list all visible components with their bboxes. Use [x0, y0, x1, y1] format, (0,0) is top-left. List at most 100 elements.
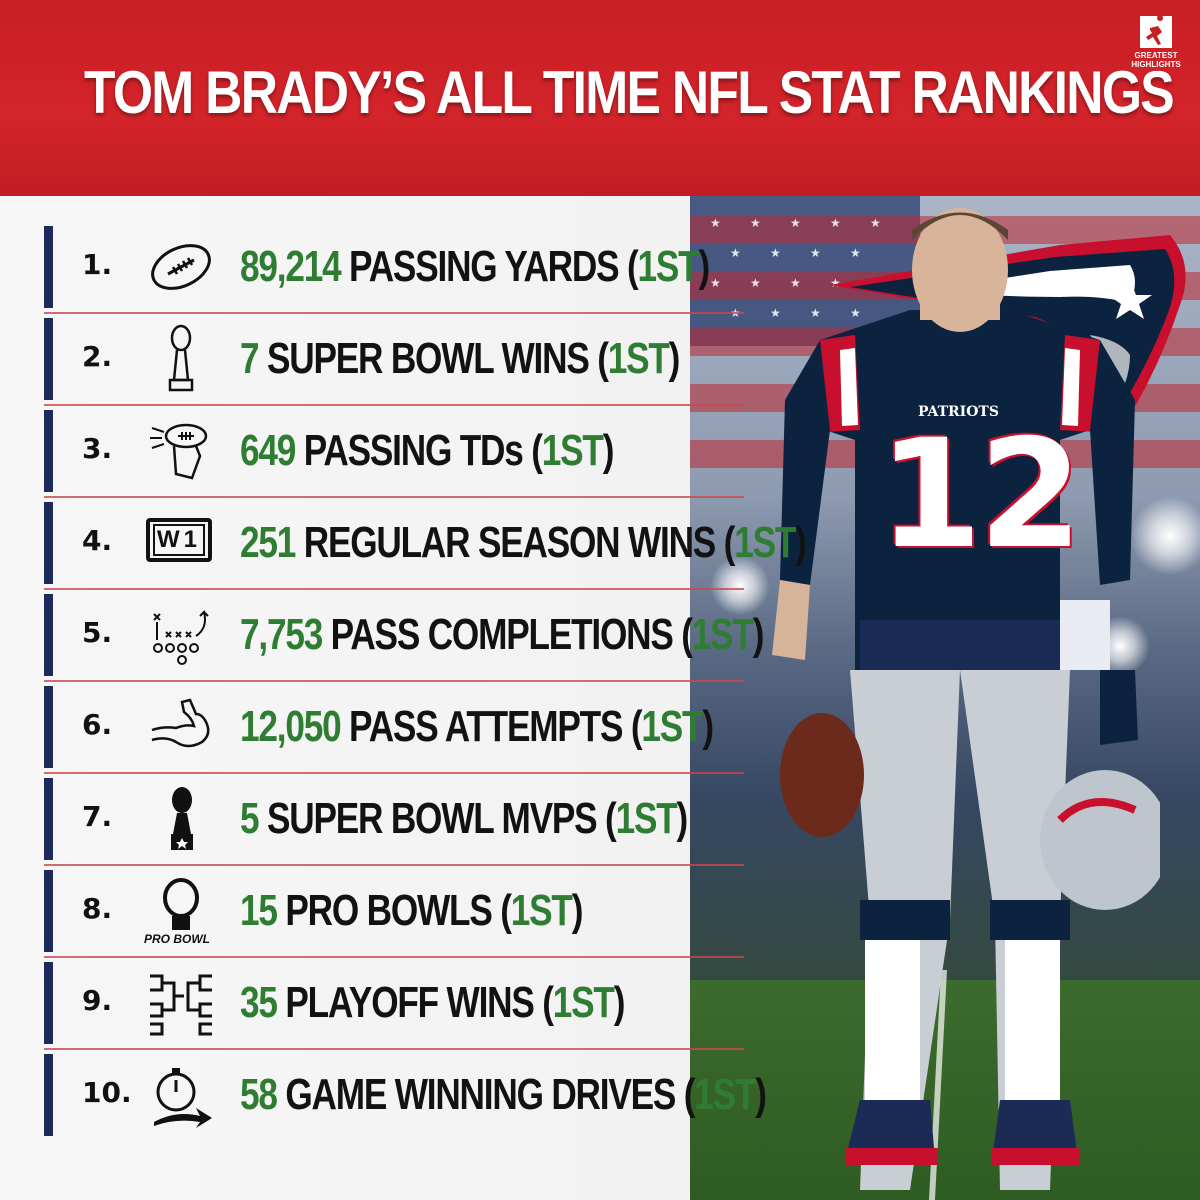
bracket-icon — [150, 974, 212, 1036]
rank-number: 4. — [82, 524, 113, 557]
stopwatch-arrow-icon — [154, 1068, 212, 1128]
flexed-arm-icon — [151, 698, 210, 748]
row-divider — [44, 496, 744, 498]
stat-rank: 1ST — [607, 334, 670, 383]
stat-rank: 1ST — [694, 1070, 756, 1119]
stat-value: 649 — [240, 426, 296, 475]
stat-label: PASSING TDs — [303, 426, 524, 475]
row-divider — [44, 1048, 744, 1050]
list-item: 9. 35 PLAYOFF WINS (1ST) — [44, 962, 744, 1050]
stat-label: SUPER BOWL MVPS — [266, 794, 598, 843]
header-banner: TOM BRADY’S ALL TIME NFL STAT RANKINGS G… — [0, 0, 1200, 196]
rank-number: 3. — [82, 432, 113, 465]
row-accent-bar — [44, 318, 53, 400]
stat-value: 251 — [240, 518, 296, 567]
stat-text: 15 PRO BOWLS (1ST) — [240, 886, 583, 935]
stat-label: SUPER BOWL WINS — [266, 334, 590, 383]
stat-value: 89,214 — [240, 242, 342, 291]
football-icon — [151, 244, 211, 290]
player-photo — [772, 208, 1160, 1190]
stat-rank: 1ST — [691, 610, 754, 659]
row-accent-bar — [44, 870, 53, 952]
brand-name: GREATEST HIGHLIGHTS — [1131, 51, 1181, 69]
list-item: 6. 12,050 PASS ATTEMPTS (1ST) — [44, 686, 744, 774]
rank-number: 8. — [82, 892, 113, 925]
list-item: 7. 5 SUPER BOWL MVPS (1ST) — [44, 778, 744, 866]
stat-label: PASSING YARDS — [349, 242, 620, 291]
rank-number: 1. — [82, 248, 113, 281]
row-divider — [44, 864, 744, 866]
football-field — [690, 980, 1200, 1200]
rank-number: 2. — [82, 340, 113, 373]
scoreboard-label: W1 — [153, 524, 205, 556]
row-divider — [44, 772, 744, 774]
stat-label: PLAYOFF WINS — [285, 978, 535, 1027]
pro-bowl-label: PRO BOWL — [144, 932, 210, 946]
row-accent-bar — [44, 226, 53, 308]
row-accent-bar — [44, 1054, 53, 1136]
stat-label: PRO BOWLS — [285, 886, 492, 935]
stat-value: 7 — [240, 334, 260, 383]
brand-runner-icon — [1140, 15, 1172, 48]
stat-label: REGULAR SEASON WINS — [303, 518, 717, 567]
stat-text: 5 SUPER BOWL MVPS (1ST) — [240, 794, 688, 843]
list-item: 10. 58 GAME WINNING DRIVES (1ST) — [44, 1054, 767, 1136]
list-item: 8. PRO BOWL 15 PRO BOWLS (1ST) — [44, 870, 744, 958]
list-item: 3. 649 PASSING TDs (1ST) — [44, 410, 744, 498]
stat-text: 58 GAME WINNING DRIVES (1ST) — [240, 1070, 767, 1119]
stat-value: 7,753 — [240, 610, 323, 659]
lombardi-trophy-icon — [168, 324, 194, 392]
row-accent-bar — [44, 686, 53, 768]
rank-number: 7. — [82, 800, 113, 833]
stat-rank: 1ST — [541, 426, 604, 475]
row-divider — [44, 956, 744, 958]
row-accent-bar — [44, 410, 53, 492]
row-accent-bar — [44, 502, 53, 584]
row-accent-bar — [44, 778, 53, 860]
rank-number: 6. — [82, 708, 113, 741]
page-title: TOM BRADY’S ALL TIME NFL STAT RANKINGS — [84, 59, 1175, 126]
brand-logo: GREATEST HIGHLIGHTS — [1120, 15, 1192, 69]
stat-rank: 1ST — [637, 242, 700, 291]
mvp-trophy-icon — [171, 787, 193, 850]
jersey-number: 12 — [878, 408, 1083, 582]
stat-rank: 1ST — [615, 794, 678, 843]
stat-text: 35 PLAYOFF WINS (1ST) — [240, 978, 625, 1027]
rank-number: 10. — [82, 1076, 132, 1109]
row-accent-bar — [44, 962, 53, 1044]
stat-label: GAME WINNING DRIVES — [285, 1070, 676, 1119]
stat-label: PASS ATTEMPTS — [349, 702, 623, 751]
stat-value: 12,050 — [240, 702, 342, 751]
rank-number: 9. — [82, 984, 113, 1017]
stat-text: 649 PASSING TDs (1ST) — [240, 426, 614, 475]
rank-number: 5. — [82, 616, 113, 649]
stat-rank: 1ST — [734, 518, 796, 567]
stat-text: 89,214 PASSING YARDS (1ST) — [240, 242, 710, 291]
list-item: 4. W1 251 REGULAR SEASON WINS (1ST) — [44, 502, 807, 590]
stat-rank: 1ST — [510, 886, 573, 935]
list-item: 1. 89,214 PASSING YARDS (1ST) — [44, 226, 744, 314]
stat-rank: 1ST — [641, 702, 703, 751]
stat-text: 7 SUPER BOWL WINS (1ST) — [240, 334, 680, 383]
list-item: 5. 7,753 PASS COMPLETIONS (1ST) — [44, 594, 764, 682]
stat-value: 5 — [240, 794, 260, 843]
row-divider — [44, 680, 744, 682]
play-diagram-icon — [153, 610, 209, 665]
row-divider — [44, 404, 744, 406]
row-divider — [44, 588, 744, 590]
hand-throwing-icon — [150, 423, 208, 480]
pro-bowl-icon — [163, 878, 199, 930]
row-divider — [44, 312, 744, 314]
scoreboard-icon: W1 — [146, 518, 212, 562]
stat-value: 35 — [240, 978, 278, 1027]
list-item: 2. 7 SUPER BOWL WINS (1ST) — [44, 318, 744, 406]
jersey-team-name: PATRIOTS — [918, 404, 999, 420]
stat-label: PASS COMPLETIONS — [330, 610, 674, 659]
row-accent-bar — [44, 594, 53, 676]
stat-value: 58 — [240, 1070, 278, 1119]
stat-rank: 1ST — [552, 978, 615, 1027]
stat-text: 7,753 PASS COMPLETIONS (1ST) — [240, 610, 764, 659]
stat-value: 15 — [240, 886, 278, 935]
stat-text: 251 REGULAR SEASON WINS (1ST) — [240, 518, 807, 567]
